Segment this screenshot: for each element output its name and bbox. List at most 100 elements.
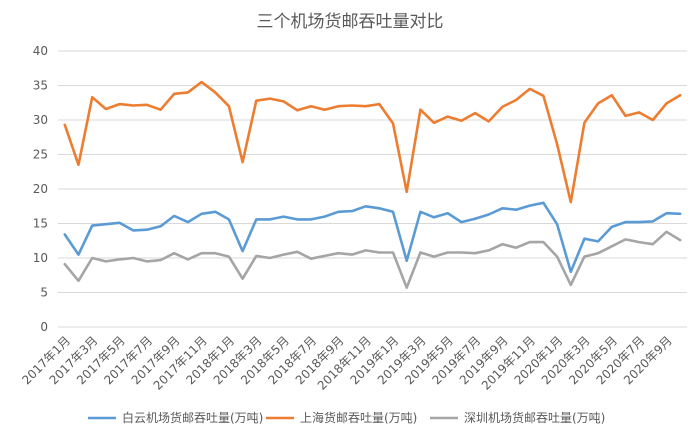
legend-label-0: 白云机场货邮吞吐量(万吨) (122, 410, 263, 425)
data-point (501, 243, 503, 245)
data-point (529, 204, 531, 206)
data-point (665, 102, 667, 104)
data-point (570, 201, 572, 203)
data-point (310, 105, 312, 107)
data-point (187, 91, 189, 93)
data-point (624, 115, 626, 117)
data-point (364, 105, 366, 107)
data-point (679, 239, 681, 241)
data-point (173, 215, 175, 217)
data-point (118, 222, 120, 224)
data-point (364, 249, 366, 251)
grid-lines (58, 50, 687, 328)
data-point (187, 258, 189, 260)
data-point (570, 271, 572, 273)
data-point (652, 220, 654, 222)
data-point (296, 109, 298, 111)
data-point (132, 229, 134, 231)
data-point (419, 108, 421, 110)
data-point (474, 217, 476, 219)
data-point (77, 280, 79, 282)
legend-label-1: 上海货邮吞吐量(万吨) (300, 410, 417, 425)
data-point (405, 191, 407, 193)
data-point (118, 103, 120, 105)
data-point (515, 209, 517, 211)
data-point (282, 215, 284, 217)
data-point (228, 105, 230, 107)
series-points-0 (64, 202, 682, 273)
data-point (378, 207, 380, 209)
data-point (611, 94, 613, 96)
data-point (269, 257, 271, 259)
data-point (611, 245, 613, 247)
data-point (488, 120, 490, 122)
data-point (556, 143, 558, 145)
data-point (269, 97, 271, 99)
data-point (542, 95, 544, 97)
chart-title: 三个机场货邮吞吐量对比 (257, 12, 444, 32)
data-point (611, 226, 613, 228)
data-point (447, 251, 449, 253)
data-point (118, 258, 120, 260)
data-point (638, 241, 640, 243)
data-point (679, 94, 681, 96)
data-point (91, 96, 93, 98)
data-point (679, 213, 681, 215)
data-point (501, 207, 503, 209)
data-point (556, 255, 558, 257)
data-point (542, 241, 544, 243)
data-point (433, 122, 435, 124)
data-point (310, 218, 312, 220)
y-tick-label: 15 (33, 217, 48, 231)
data-point (200, 252, 202, 254)
data-point (556, 223, 558, 225)
data-point (597, 240, 599, 242)
data-point (419, 251, 421, 253)
data-point (200, 213, 202, 215)
series-line-2 (63, 230, 682, 290)
data-point (378, 103, 380, 105)
y-axis: 0 5 10 15 20 25 30 35 40 (33, 44, 48, 334)
y-tick-label: 35 (33, 79, 48, 93)
data-point (652, 243, 654, 245)
data-point (392, 211, 394, 213)
data-point (64, 233, 66, 235)
data-point (159, 108, 161, 110)
data-point (77, 164, 79, 166)
data-point (364, 205, 366, 207)
data-point (488, 249, 490, 251)
data-point (665, 212, 667, 214)
data-point (597, 102, 599, 104)
data-point (214, 91, 216, 93)
data-point (460, 251, 462, 253)
data-point (419, 211, 421, 213)
data-point (173, 252, 175, 254)
data-point (583, 237, 585, 239)
y-tick-label: 30 (33, 113, 48, 127)
data-point (173, 93, 175, 95)
data-point (146, 260, 148, 262)
data-point (310, 257, 312, 259)
data-point (132, 257, 134, 259)
data-point (337, 252, 339, 254)
data-point (228, 255, 230, 257)
data-point (282, 100, 284, 102)
series-lines (63, 80, 682, 290)
data-point (392, 251, 394, 253)
data-point (583, 122, 585, 124)
data-point (529, 241, 531, 243)
series-line-0 (63, 201, 682, 274)
data-point (323, 215, 325, 217)
data-point (214, 211, 216, 213)
data-point (64, 263, 66, 265)
data-point (638, 221, 640, 223)
data-point (159, 225, 161, 227)
data-point (187, 221, 189, 223)
data-point (529, 88, 531, 90)
y-tick-label: 25 (33, 148, 48, 162)
data-point (159, 259, 161, 261)
y-tick-label: 0 (40, 320, 48, 334)
data-point (392, 122, 394, 124)
data-point (570, 284, 572, 286)
